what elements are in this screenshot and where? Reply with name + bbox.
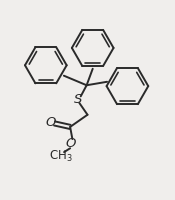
Text: O: O [66, 137, 76, 150]
Text: S: S [74, 93, 82, 106]
Text: CH$_3$: CH$_3$ [49, 149, 72, 164]
Text: O: O [45, 116, 55, 129]
